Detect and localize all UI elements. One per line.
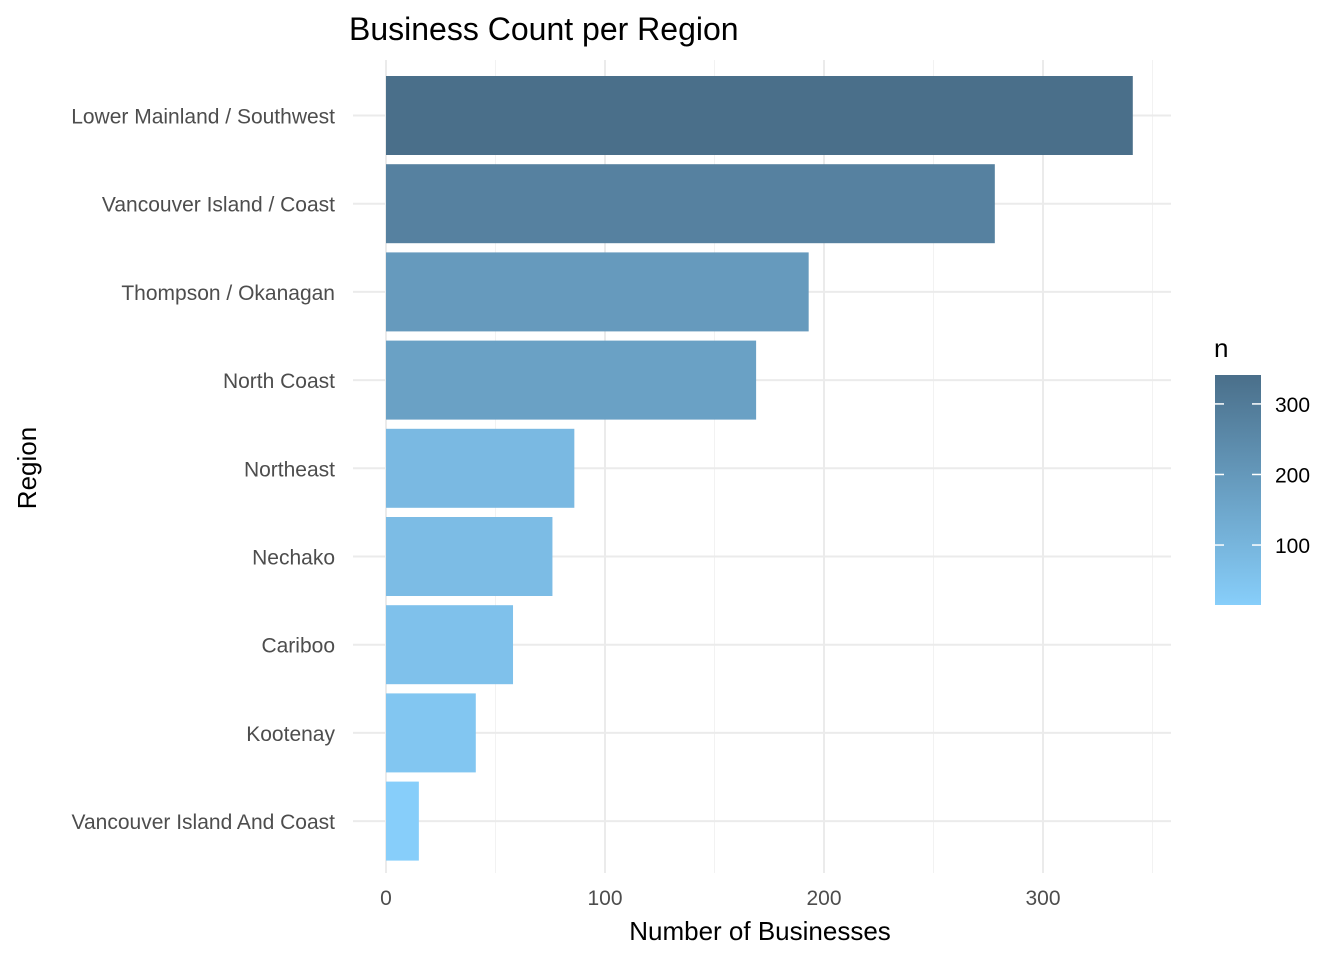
bar: [386, 76, 1133, 155]
y-tick-label: Kootenay: [246, 723, 335, 746]
bar: [386, 693, 476, 773]
bar: [386, 340, 757, 420]
x-axis-title: Number of Businesses: [629, 916, 891, 946]
y-tick-label: Cariboo: [261, 635, 335, 658]
bar: [386, 605, 514, 685]
bar: [386, 252, 809, 332]
bar: [386, 164, 995, 244]
y-tick-label: Vancouver Island / Coast: [102, 194, 335, 217]
legend-tick-label: 300: [1275, 394, 1310, 417]
x-tick-label: 0: [380, 887, 392, 910]
y-axis-title: Region: [12, 427, 42, 509]
x-tick-label: 100: [587, 887, 622, 910]
chart-title: Business Count per Region: [349, 11, 739, 47]
bars: [386, 76, 1133, 861]
bar: [386, 428, 575, 508]
color-legend: n 100 200 300: [1214, 333, 1310, 605]
legend-tick-label: 100: [1275, 535, 1310, 558]
legend-title: n: [1214, 333, 1228, 363]
y-axis-tick-labels: Lower Mainland / Southwest Vancouver Isla…: [71, 106, 335, 835]
y-tick-label: Thompson / Okanagan: [121, 282, 335, 305]
y-tick-label: North Coast: [223, 370, 335, 393]
legend-colorbar: [1215, 375, 1261, 605]
y-tick-label: Lower Mainland / Southwest: [71, 106, 335, 129]
bar: [386, 781, 419, 861]
y-tick-label: Nechako: [252, 547, 335, 570]
bar: [386, 517, 553, 596]
x-axis-tick-labels: 0 100 200 300: [380, 887, 1060, 910]
x-tick-label: 200: [806, 887, 841, 910]
legend-ticks: 100 200 300: [1215, 394, 1310, 558]
y-tick-label: Vancouver Island And Coast: [72, 811, 336, 834]
x-tick-label: 300: [1025, 887, 1060, 910]
legend-tick-label: 200: [1275, 464, 1310, 487]
y-tick-label: Northeast: [244, 458, 335, 481]
